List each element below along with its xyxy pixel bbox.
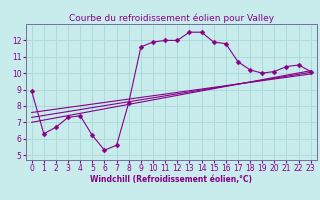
Title: Courbe du refroidissement éolien pour Valley: Courbe du refroidissement éolien pour Va…: [68, 14, 274, 23]
X-axis label: Windchill (Refroidissement éolien,°C): Windchill (Refroidissement éolien,°C): [90, 175, 252, 184]
